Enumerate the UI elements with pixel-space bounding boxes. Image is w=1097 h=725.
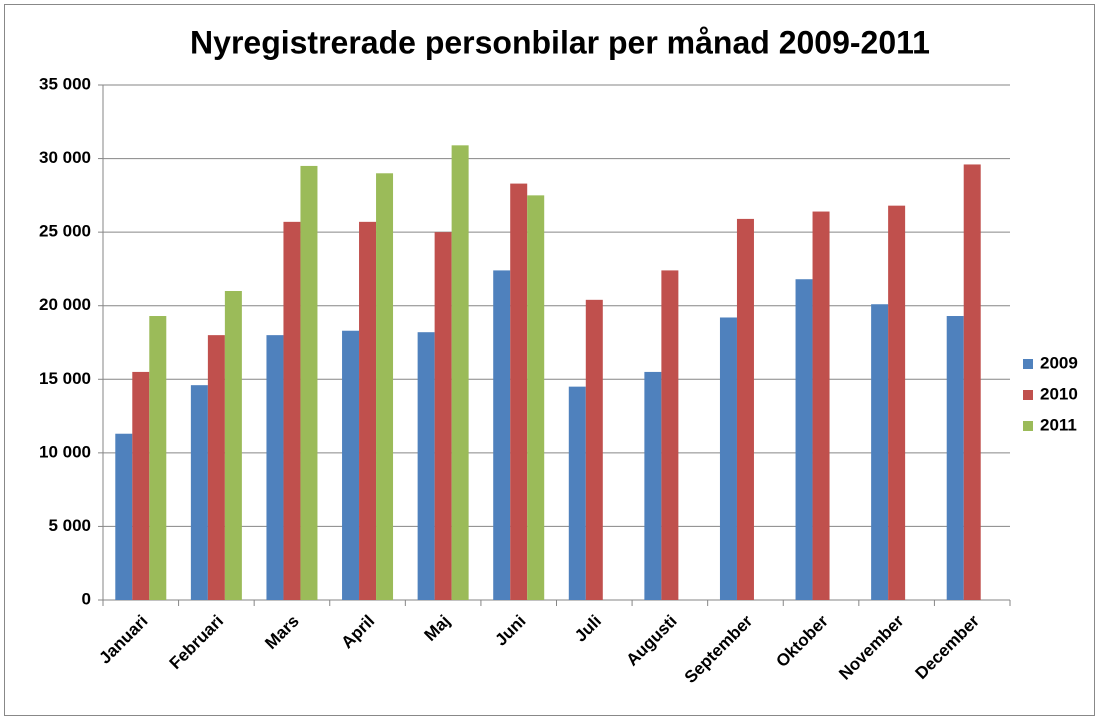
bar: [342, 330, 360, 600]
bar: [451, 145, 469, 601]
bar: [207, 335, 225, 600]
legend-label: 2009: [1040, 353, 1078, 372]
bar: [359, 221, 377, 601]
y-tick-label: 5 000: [48, 516, 91, 535]
bar: [527, 195, 545, 600]
bar: [568, 386, 586, 600]
legend-label: 2011: [1040, 415, 1077, 434]
bar: [946, 316, 964, 600]
y-tick-label: 0: [82, 589, 91, 608]
bar: [510, 183, 528, 601]
bar: [585, 299, 603, 600]
bar: [493, 270, 511, 600]
y-tick-label: 30 000: [39, 148, 91, 167]
bar: [132, 371, 150, 600]
bar: [190, 385, 208, 600]
bar: [224, 291, 242, 600]
chart-border: [4, 4, 1095, 716]
bar: [417, 332, 435, 600]
bar: [376, 173, 394, 601]
bar: [812, 211, 830, 601]
bar: [871, 304, 889, 600]
y-tick-label: 15 000: [39, 369, 91, 388]
bar: [888, 205, 906, 600]
bar: [149, 316, 167, 600]
legend-label: 2010: [1040, 384, 1078, 403]
bar: [434, 232, 452, 600]
bar: [736, 218, 754, 600]
legend-swatch: [1023, 390, 1033, 400]
bar: [115, 433, 133, 600]
bar: [661, 270, 679, 600]
y-tick-label: 20 000: [39, 295, 91, 314]
bar: [283, 221, 301, 601]
bar: [963, 164, 981, 600]
bar: [719, 317, 737, 600]
y-tick-label: 10 000: [39, 442, 91, 461]
bar: [795, 279, 813, 600]
y-tick-label: 35 000: [39, 74, 91, 93]
y-tick-label: 25 000: [39, 222, 91, 241]
bar: [644, 371, 662, 600]
legend-swatch: [1023, 421, 1033, 431]
chart-title: Nyregistrerade personbilar per månad 200…: [190, 24, 930, 60]
bar: [266, 335, 284, 600]
legend-swatch: [1023, 359, 1033, 369]
bar: [300, 165, 318, 600]
